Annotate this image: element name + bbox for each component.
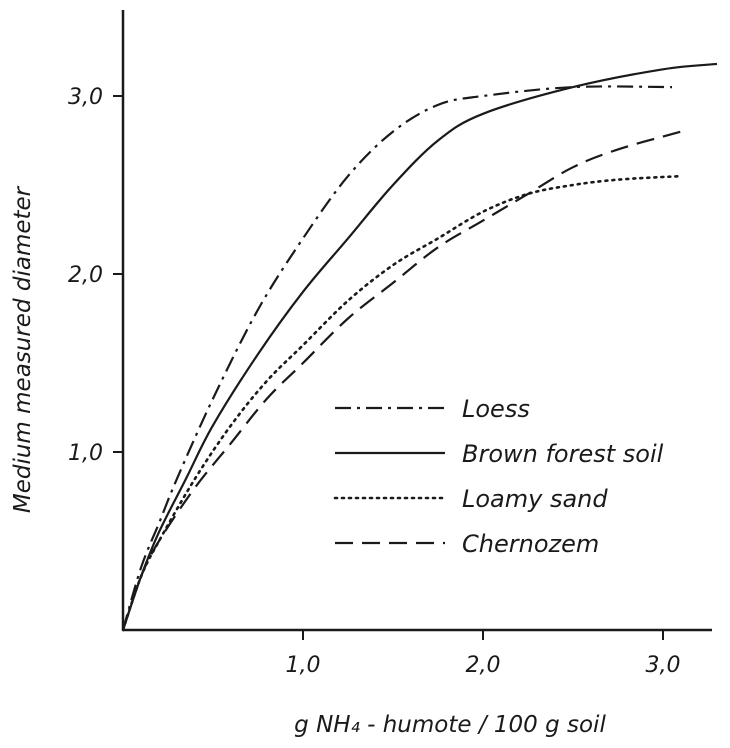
x-tick-label: 2,0 — [466, 653, 501, 678]
series-line-loamy-sand — [121, 174, 683, 632]
series-layer — [121, 62, 718, 632]
legend-label: Brown forest soil — [462, 440, 664, 468]
y-tick-label: 1,0 — [68, 441, 103, 466]
legend: Loess Brown forest soil Loamy sand Chernoze… — [333, 395, 664, 558]
legend-label: Chernozem — [462, 530, 599, 558]
legend-label: Loamy sand — [462, 485, 608, 513]
ticks: 1,0 2,0 3,0 1,0 2,0 3,0 — [68, 85, 681, 678]
series-line-chernozem — [121, 130, 682, 631]
series-line-brown-forest-soil — [121, 62, 718, 631]
axes — [121, 10, 712, 632]
y-tick-label: 2,0 — [68, 263, 103, 288]
y-tick-label: 3,0 — [68, 85, 103, 110]
x-axis-label: g NH₄ - humote / 100 g soil — [294, 712, 606, 738]
x-tick-label: 3,0 — [646, 653, 681, 678]
legend-label: Loess — [462, 395, 530, 423]
y-axis-label: Medium measured diameter — [10, 185, 36, 513]
x-tick-label: 1,0 — [286, 653, 321, 678]
